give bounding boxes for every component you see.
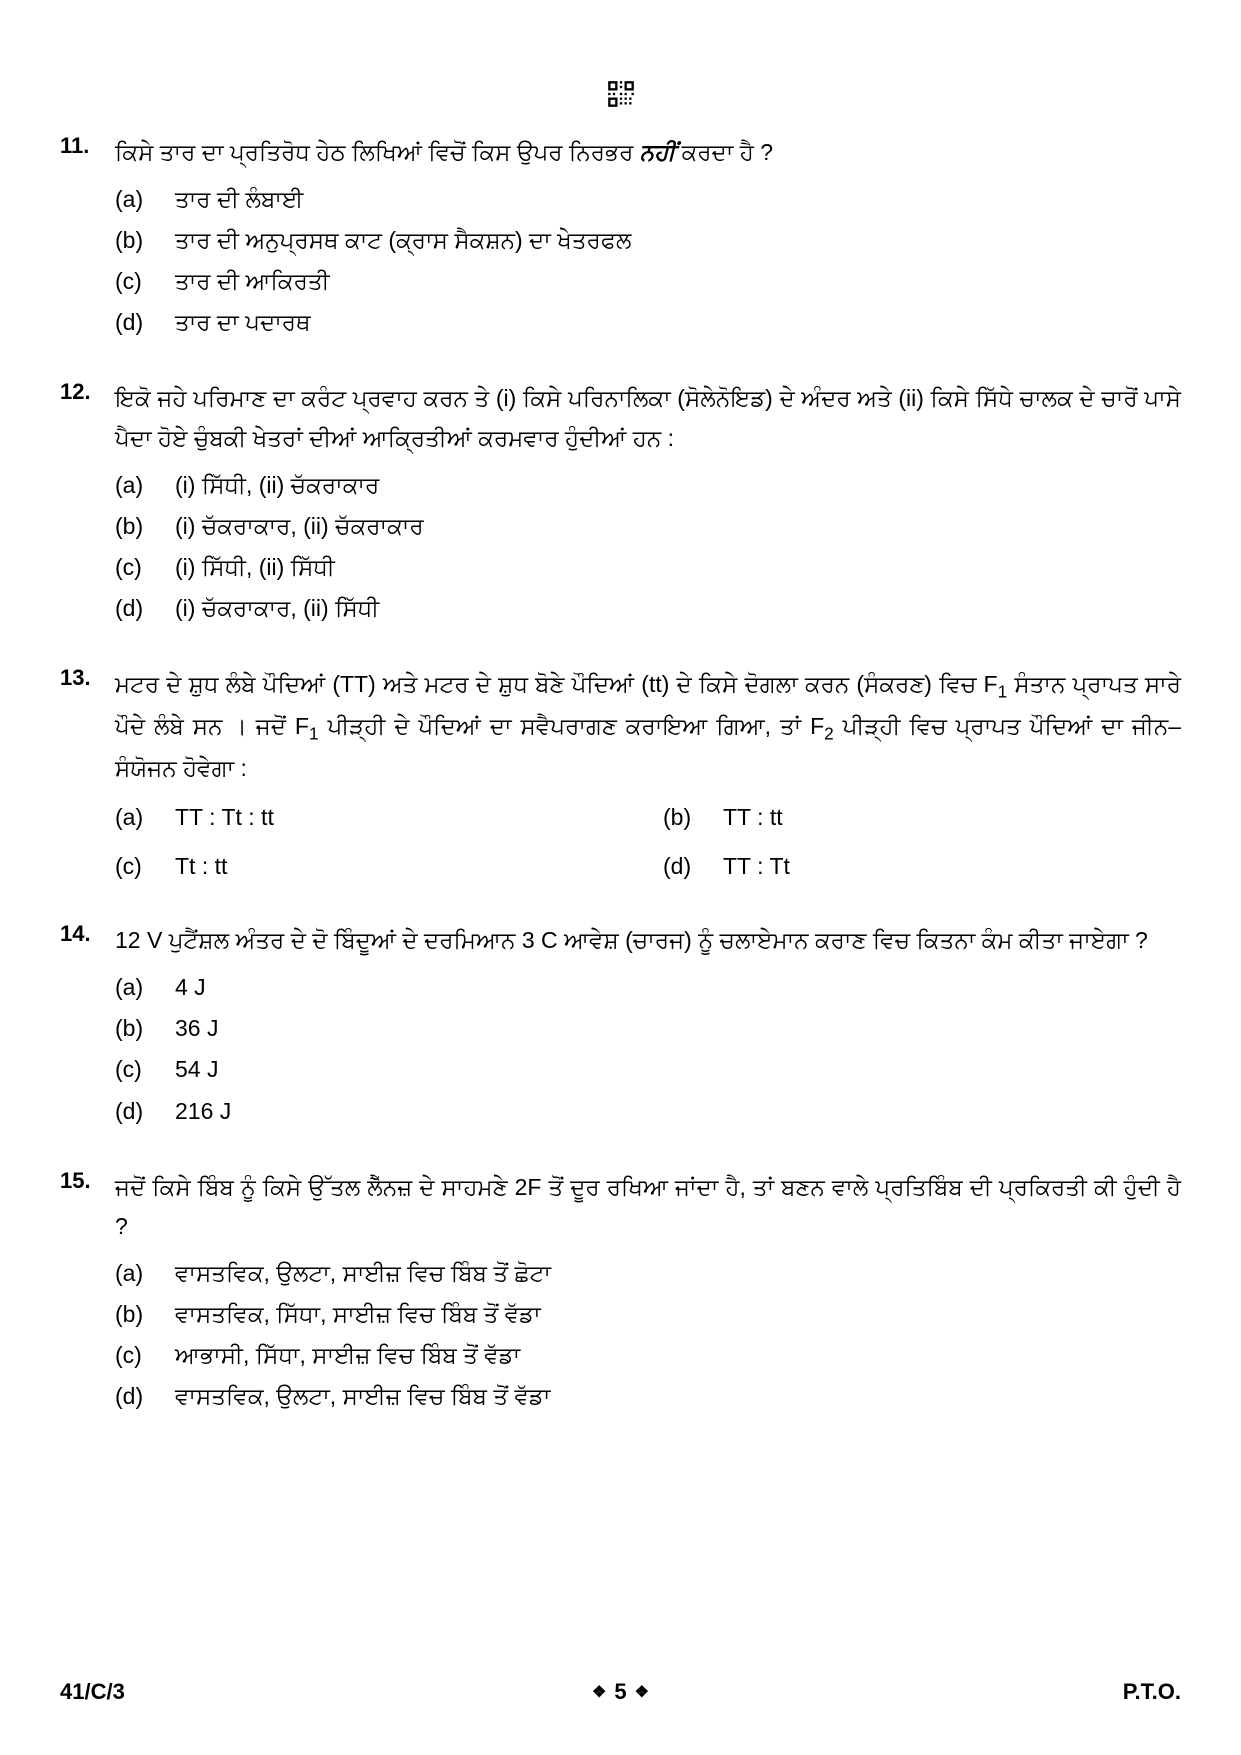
option-c: (c)Tt : tt: [115, 847, 633, 886]
option-a: (a)4 J: [115, 968, 1181, 1007]
option-b: (b)36 J: [115, 1009, 1181, 1048]
options-grid: (a)TT : Tt : tt (b)TT : tt (c)Tt : tt (d…: [115, 798, 1181, 886]
options-list: (a)ਤਾਰ ਦੀ ਲੰਬਾਈ (b)ਤਾਰ ਦੀ ਅਨੁਪ੍ਰਸਥ ਕਾਟ (…: [115, 180, 1181, 342]
diamond-icon: ❖: [635, 1682, 649, 1702]
option-b: (b)ਵਾਸਤਵਿਕ, ਸਿੱਧਾ, ਸਾਈਜ਼ ਵਿਚ ਬਿੰਬ ਤੋਂ ਵੱ…: [115, 1295, 1181, 1334]
question-text: ਜਦੋਂ ਕਿਸੇ ਬਿੰਬ ਨੂੰ ਕਿਸੇ ਉੱਤਲ ਲੈੱਨਜ਼ ਦੇ ਸ…: [115, 1168, 1181, 1246]
page-footer: 41/C/3 ❖ 5 ❖ P.T.O.: [60, 1679, 1181, 1705]
question-12: 12. ਇਕੋ ਜਹੇ ਪਰਿਮਾਣ ਦਾ ਕਰੰਟ ਪ੍ਰਵਾਹ ਕਰਨ ਤੇ…: [60, 379, 1181, 630]
question-text: 12 V ਪੁਟੈਂਸ਼ਲ ਅੰਤਰ ਦੇ ਦੋ ਬਿੰਦੂਆਂ ਦੇ ਦਰਮਿ…: [115, 921, 1181, 960]
option-c: (c)ਆਭਾਸੀ, ਸਿੱਧਾ, ਸਾਈਜ਼ ਵਿਚ ਬਿੰਬ ਤੋਂ ਵੱਡਾ: [115, 1336, 1181, 1375]
footer-center: ❖ 5 ❖: [592, 1679, 649, 1705]
option-b: (b)(i) ਚੱਕਰਾਕਾਰ, (ii) ਚੱਕਰਾਕਾਰ: [115, 507, 1181, 546]
option-b: (b)TT : tt: [663, 798, 1181, 837]
option-d: (d)ਵਾਸਤਵਿਕ, ਉਲਟਾ, ਸਾਈਜ਼ ਵਿਚ ਬਿੰਬ ਤੋਂ ਵੱਡ…: [115, 1377, 1181, 1416]
footer-left: 41/C/3: [60, 1679, 125, 1705]
options-list: (a)4 J (b)36 J (c)54 J (d)216 J: [115, 968, 1181, 1130]
question-text: ਇਕੋ ਜਹੇ ਪਰਿਮਾਣ ਦਾ ਕਰੰਟ ਪ੍ਰਵਾਹ ਕਰਨ ਤੇ (i)…: [115, 379, 1181, 457]
question-text: ਕਿਸੇ ਤਾਰ ਦਾ ਪ੍ਰਤਿਰੋਧ ਹੇਠ ਲਿਖਿਆਂ ਵਿਚੋਂ ਕਿ…: [115, 133, 1181, 172]
qr-code: [60, 80, 1181, 113]
question-14: 14. 12 V ਪੁਟੈਂਸ਼ਲ ਅੰਤਰ ਦੇ ਦੋ ਬਿੰਦੂਆਂ ਦੇ …: [60, 921, 1181, 1132]
option-d: (d)216 J: [115, 1092, 1181, 1131]
question-number: 14.: [60, 921, 115, 947]
option-d: (d)(i) ਚੱਕਰਾਕਾਰ, (ii) ਸਿੱਧੀ: [115, 589, 1181, 628]
question-11: 11. ਕਿਸੇ ਤਾਰ ਦਾ ਪ੍ਰਤਿਰੋਧ ਹੇਠ ਲਿਖਿਆਂ ਵਿਚੋ…: [60, 133, 1181, 344]
option-d: (d)ਤਾਰ ਦਾ ਪਦਾਰਥ: [115, 303, 1181, 342]
option-c: (c)(i) ਸਿੱਧੀ, (ii) ਸਿੱਧੀ: [115, 548, 1181, 587]
option-a: (a)TT : Tt : tt: [115, 798, 633, 837]
question-number: 13.: [60, 665, 115, 691]
option-a: (a)ਵਾਸਤਵਿਕ, ਉਲਟਾ, ਸਾਈਜ਼ ਵਿਚ ਬਿੰਬ ਤੋਂ ਛੋਟ…: [115, 1254, 1181, 1293]
footer-right: P.T.O.: [1123, 1679, 1181, 1705]
option-b: (b)ਤਾਰ ਦੀ ਅਨੁਪ੍ਰਸਥ ਕਾਟ (ਕ੍ਰਾਸ ਸੈਕਸ਼ਨ) ਦਾ…: [115, 221, 1181, 260]
question-15: 15. ਜਦੋਂ ਕਿਸੇ ਬਿੰਬ ਨੂੰ ਕਿਸੇ ਉੱਤਲ ਲੈੱਨਜ਼ …: [60, 1168, 1181, 1419]
option-c: (c)54 J: [115, 1050, 1181, 1089]
options-list: (a)ਵਾਸਤਵਿਕ, ਉਲਟਾ, ਸਾਈਜ਼ ਵਿਚ ਬਿੰਬ ਤੋਂ ਛੋਟ…: [115, 1254, 1181, 1416]
question-text: ਮਟਰ ਦੇ ਸ਼ੁਧ ਲੰਬੇ ਪੌਦਿਆਂ (TT) ਅਤੇ ਮਟਰ ਦੇ …: [115, 665, 1181, 788]
question-13: 13. ਮਟਰ ਦੇ ਸ਼ੁਧ ਲੰਬੇ ਪੌਦਿਆਂ (TT) ਅਤੇ ਮਟਰ…: [60, 665, 1181, 886]
question-number: 12.: [60, 379, 115, 405]
question-number: 15.: [60, 1168, 115, 1194]
option-a: (a)(i) ਸਿੱਧੀ, (ii) ਚੱਕਰਾਕਾਰ: [115, 466, 1181, 505]
option-a: (a)ਤਾਰ ਦੀ ਲੰਬਾਈ: [115, 180, 1181, 219]
diamond-icon: ❖: [592, 1682, 606, 1702]
options-list: (a)(i) ਸਿੱਧੀ, (ii) ਚੱਕਰਾਕਾਰ (b)(i) ਚੱਕਰਾ…: [115, 466, 1181, 628]
option-c: (c)ਤਾਰ ਦੀ ਆਕਿਰਤੀ: [115, 262, 1181, 301]
option-d: (d)TT : Tt: [663, 847, 1181, 886]
question-number: 11.: [60, 133, 115, 159]
